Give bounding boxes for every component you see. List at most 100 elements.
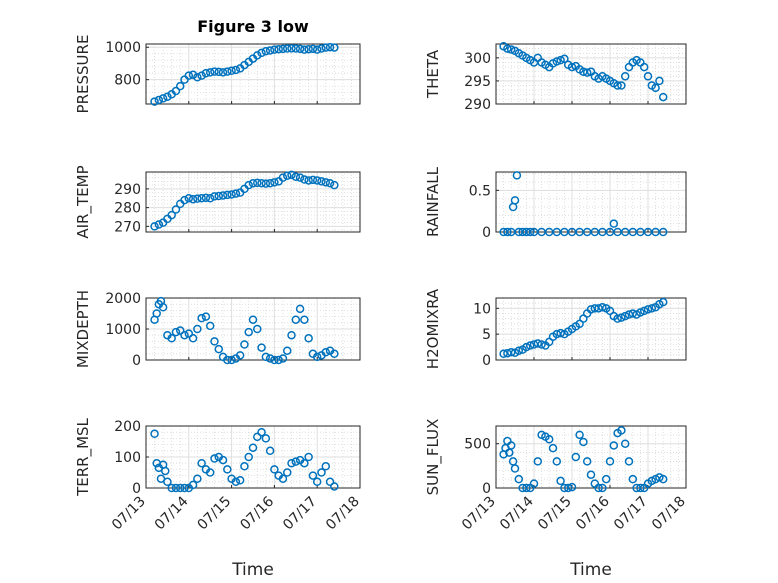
air_temp-point	[308, 175, 318, 185]
sun_flux-point	[571, 452, 581, 462]
mixdepth-point	[240, 340, 249, 349]
sun_flux-xtick-label: 07/17	[611, 494, 651, 534]
sun_flux-point	[598, 483, 607, 493]
h2omixra-point	[499, 349, 508, 359]
sun_flux-point	[522, 483, 531, 493]
pressure-point	[205, 68, 215, 77]
mixdepth-ylabel: MIXDEPTH	[74, 290, 92, 368]
pressure-point	[253, 51, 262, 60]
pressure-point	[265, 46, 275, 55]
air_temp-point	[253, 178, 262, 188]
h2omixra-point	[658, 297, 668, 307]
air_temp-point	[201, 193, 211, 203]
sun_flux-xtick-label: 07/14	[497, 493, 537, 533]
terr_msl-xtick-label: 07/13	[109, 494, 149, 534]
h2omixra-panel: 0 5 10 H2OMIXRA	[424, 288, 687, 369]
air_temp-point	[278, 173, 288, 182]
terr_msl-point	[240, 462, 249, 471]
terr_msl-point	[231, 477, 241, 487]
air_temp-point	[154, 220, 164, 229]
h2omixra-point	[613, 314, 622, 323]
terr_msl-point	[223, 465, 232, 474]
mixdepth-point	[261, 352, 271, 362]
sun_flux-point	[556, 476, 565, 486]
air_temp-point	[312, 176, 322, 185]
sun_flux-ytick-label: 500	[464, 437, 491, 453]
terr_msl-ytick-label: 200	[114, 419, 141, 435]
rainfall-point	[525, 227, 535, 237]
mixdepth-point	[274, 355, 283, 365]
air_temp-point	[304, 176, 313, 185]
h2omixra-point	[643, 305, 653, 314]
sun_flux-xtick-label: 07/16	[573, 493, 613, 533]
air_temp-point	[325, 179, 335, 188]
theta-point	[617, 81, 626, 90]
pressure-point	[312, 45, 322, 54]
pressure-point	[223, 67, 232, 76]
pressure-point	[214, 67, 224, 77]
terr_msl-point	[312, 477, 322, 487]
terr_msl-point	[210, 454, 219, 463]
terr_msl-panel: 07/13 07/14 07/15 07/16 07/17 07/18 0 100 200 TER…	[74, 417, 363, 580]
terr_msl-point	[325, 477, 335, 487]
sun_flux-point	[548, 443, 558, 453]
sun_flux-point	[510, 464, 520, 473]
theta-point	[620, 72, 630, 81]
pressure-point	[218, 68, 228, 77]
pressure-point	[158, 94, 168, 103]
terr_msl-point	[317, 468, 326, 477]
h2omixra-point	[647, 304, 657, 313]
sun_flux-ytick-label: 0	[482, 481, 491, 497]
air_temp-point	[150, 222, 159, 231]
theta-point	[655, 76, 664, 86]
pressure-point	[227, 66, 236, 76]
pressure-point	[270, 45, 279, 54]
pressure-point	[188, 70, 198, 80]
theta-point	[503, 44, 512, 53]
mixdepth-point	[180, 330, 189, 340]
mixdepth-point	[158, 303, 168, 312]
air_temp-point	[197, 194, 206, 203]
theta-panel: 290 295 300 THETA	[424, 42, 687, 113]
figure-title: Figure 3 low	[197, 17, 309, 36]
mixdepth-point	[321, 348, 331, 357]
sun_flux-point	[594, 483, 603, 493]
air_temp-ytick-label: 290	[114, 182, 141, 198]
theta-point	[556, 55, 565, 65]
mixdepth-ytick-label: 0	[132, 353, 141, 369]
h2omixra-point	[620, 311, 630, 321]
theta-point	[552, 57, 562, 66]
pressure-point	[257, 48, 266, 58]
mixdepth-point	[210, 337, 219, 346]
pressure-point	[325, 42, 335, 52]
mixdepth-point	[197, 313, 206, 323]
terr_msl-point	[304, 452, 313, 462]
air_temp-point	[282, 171, 292, 180]
sun_flux-point	[658, 474, 668, 484]
pressure-point	[287, 44, 296, 53]
pressure-point	[163, 92, 172, 101]
pressure-point	[201, 68, 211, 78]
sun_flux-point	[617, 426, 626, 435]
terr_msl-ytick-label: 0	[132, 481, 141, 497]
rainfall-point	[510, 196, 520, 205]
air_temp-axes-frame	[145, 171, 361, 233]
mixdepth-point	[278, 354, 288, 363]
h2omixra-point	[617, 313, 626, 322]
pressure-point	[282, 44, 292, 53]
air_temp-point	[287, 170, 296, 180]
air_temp-point	[257, 179, 266, 188]
rainfall-axes-bg	[496, 172, 686, 232]
terr_msl-point	[161, 466, 170, 476]
mixdepth-point	[330, 349, 339, 359]
sun_flux-point	[544, 435, 554, 444]
pressure-point	[300, 45, 309, 54]
air_temp-point	[231, 189, 241, 198]
sun_flux-point	[609, 441, 619, 450]
mixdepth-panel: 0 1000 2000 MIXDEPTH	[74, 290, 361, 369]
h2omixra-point	[525, 341, 535, 350]
h2omixra-point	[514, 346, 524, 355]
sun_flux-point	[601, 474, 611, 484]
